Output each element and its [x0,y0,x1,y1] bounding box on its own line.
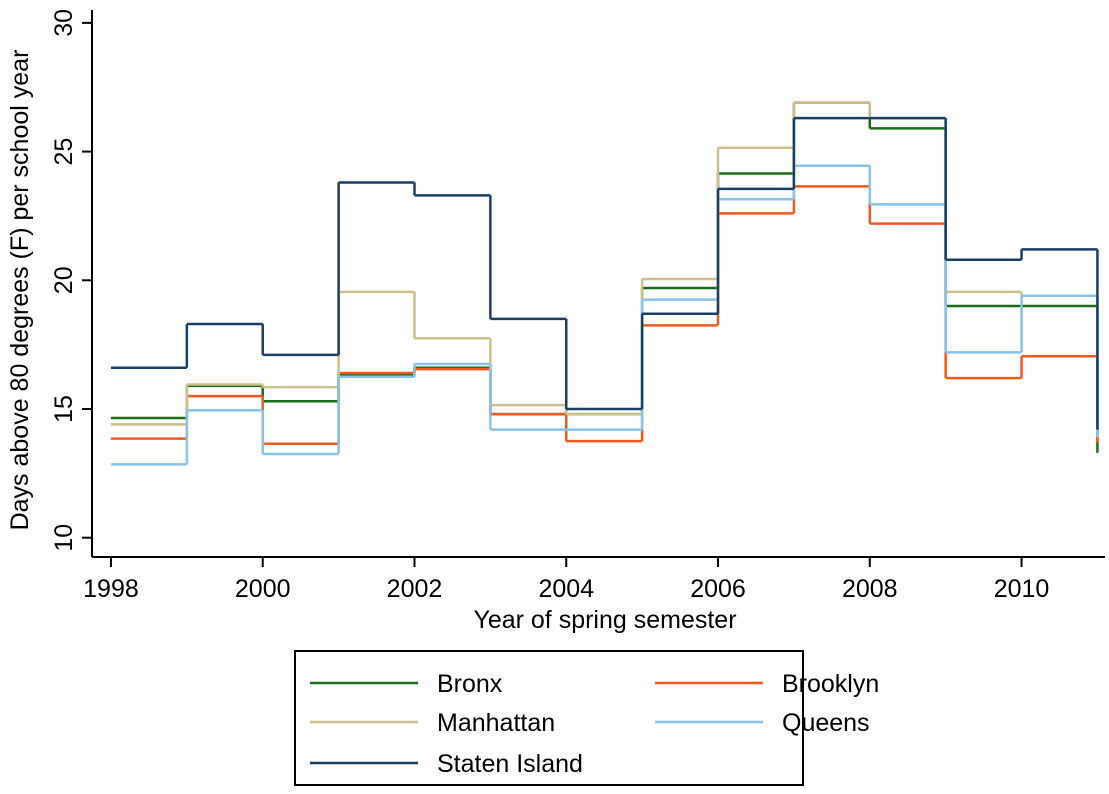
legend-box [294,650,804,786]
x-tick-label: 2000 [235,575,291,603]
y-tick-label: 25 [50,138,78,166]
legend-label: Queens [782,709,870,737]
x-tick-label: 2004 [538,575,594,603]
y-tick-label: 10 [50,524,78,552]
x-tick-label: 2006 [690,575,746,603]
y-axis-label: Days above 80 degrees (F) per school yea… [6,50,34,531]
x-tick-label: 2010 [994,575,1050,603]
x-tick-label: 1998 [83,575,139,603]
legend-label: Bronx [437,670,503,698]
y-tick-label: 30 [50,9,78,37]
y-tick-label: 15 [50,395,78,423]
legend-label: Manhattan [437,709,555,737]
legend-label: Staten Island [437,750,583,778]
x-axis-label: Year of spring semester [473,606,736,634]
x-tick-label: 2008 [842,575,898,603]
y-tick-label: 20 [50,266,78,294]
legend-label: Brooklyn [782,670,879,698]
x-tick-label: 2002 [387,575,443,603]
